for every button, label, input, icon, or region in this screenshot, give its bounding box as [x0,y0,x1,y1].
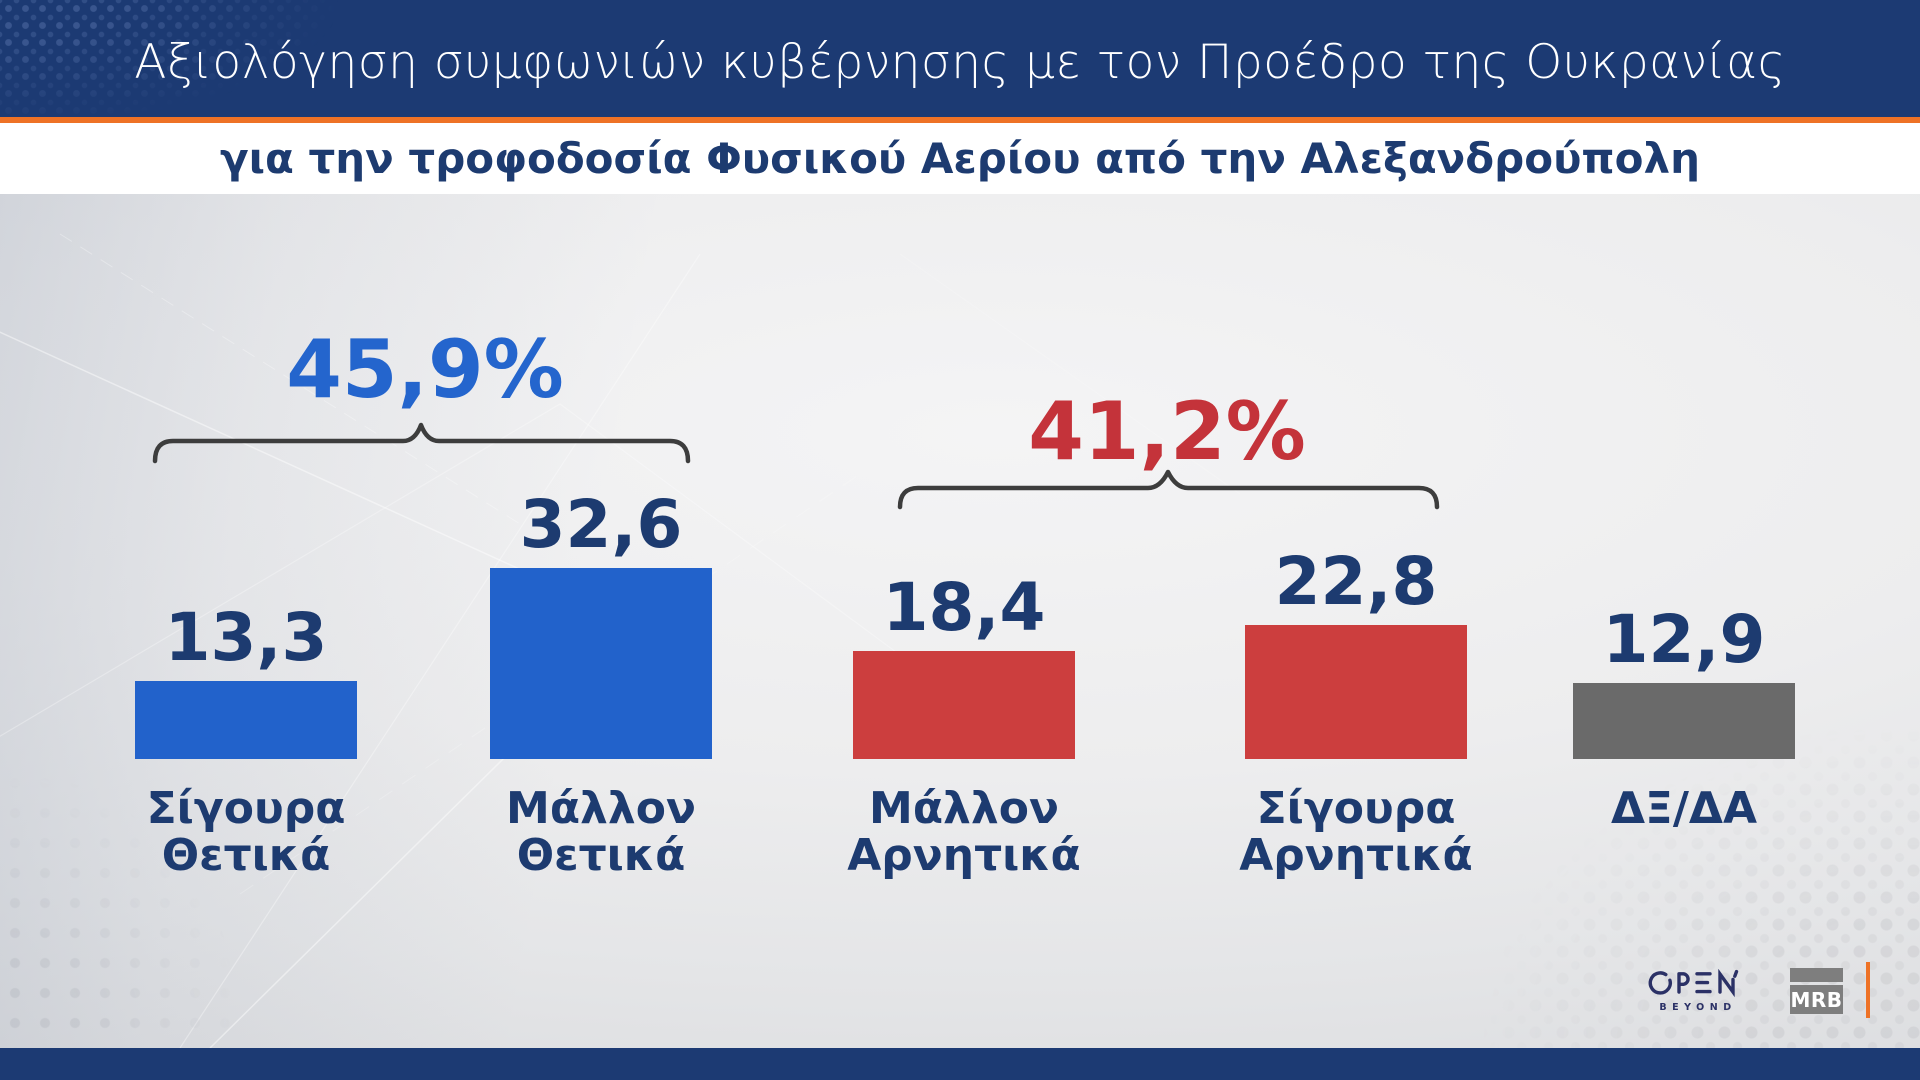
bar-value-label: 32,6 [519,486,683,563]
bar-value-label: 22,8 [1274,543,1438,620]
header-band: Αξιολόγηση συμφωνιών κυβέρνησης με τον Π… [0,0,1920,117]
subtitle-band: για την τροφοδοσία Φυσικού Αερίου από τη… [0,123,1920,194]
bar-1 [135,681,357,759]
dot-texture-bottom-left [0,708,300,1048]
bar-category-label: Μάλλον Θετικά [506,783,696,881]
bar-3 [853,651,1075,759]
header-accent-rule [0,117,1920,123]
group-total-negative: 41,2% [1028,385,1306,478]
bar-value-label: 18,4 [882,569,1046,646]
bar-category-label: ΔΞ/ΔΑ [1610,783,1758,834]
chart-area: 45,9% 41,2% 13,3 Σίγουρα Θετικά 32,6 Μάλλον Θ… [0,194,1920,1048]
bar-4 [1245,625,1467,759]
bar-value-label: 12,9 [1602,601,1766,678]
footer-band [0,1048,1920,1080]
bar-2 [490,568,712,759]
page-subtitle: για την τροφοδοσία Φυσικού Αερίου από τη… [220,134,1700,183]
bar-category-label: Σίγουρα Θετικά [146,783,346,881]
page-title: Αξιολόγηση συμφωνιών κυβέρνησης με τον Π… [134,35,1786,90]
bar-5 [1573,683,1795,759]
bracket-positive [152,422,691,464]
bar-category-label: Σίγουρα Αρνητικά [1239,783,1473,881]
group-total-positive: 45,9% [286,323,564,416]
header-dot-texture [0,0,430,117]
bar-category-label: Μάλλον Αρνητικά [847,783,1081,881]
bar-value-label: 13,3 [164,599,328,676]
